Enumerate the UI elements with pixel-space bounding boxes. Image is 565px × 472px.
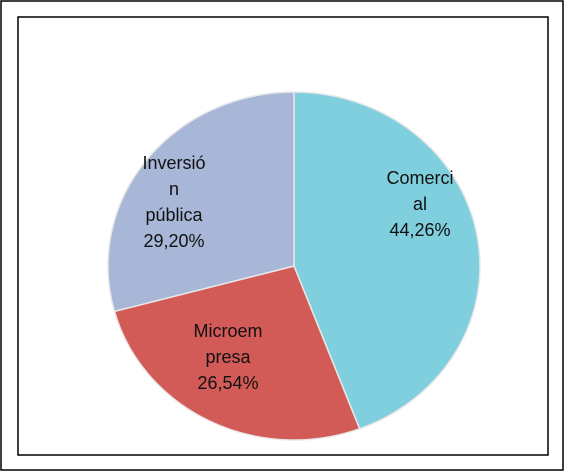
pie-slice (107, 91, 295, 313)
value-label: 26,54% (197, 373, 259, 393)
slice-label: Comercial 44,26% (384, 165, 456, 243)
category-label: Comercial (386, 168, 454, 214)
value-label: 44,26% (389, 220, 451, 240)
value-label: 29,20% (143, 231, 205, 251)
chart-border (17, 16, 549, 456)
category-label: Inversión pública (142, 153, 206, 225)
slice-label: Microempresa 26,54% (192, 318, 264, 396)
slice-label: Inversión pública 29,20% (138, 150, 210, 254)
pie-slice (113, 265, 361, 441)
category-label: Microempresa (193, 321, 263, 367)
pie-slice (293, 91, 481, 430)
